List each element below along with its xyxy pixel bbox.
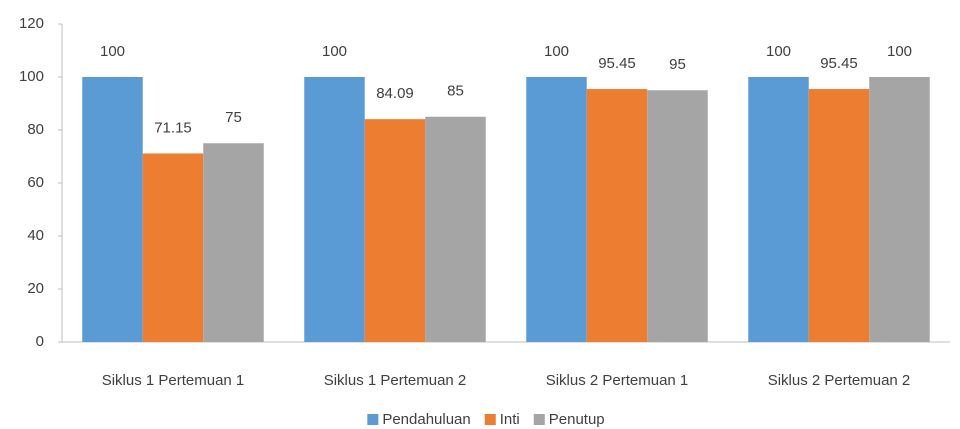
- bar: [82, 77, 143, 342]
- y-tick-label: 0: [36, 333, 44, 350]
- data-label: 95: [669, 56, 686, 73]
- bar: [869, 77, 930, 342]
- y-tick-label: 20: [27, 280, 44, 297]
- bar: [364, 119, 426, 342]
- legend-swatch: [367, 414, 379, 425]
- x-tick-label: Siklus 2 Pertemuan 2: [768, 372, 911, 389]
- bar: [808, 89, 870, 343]
- y-tick-label: 120: [19, 15, 44, 32]
- data-label: 95.45: [820, 55, 858, 72]
- bar: [647, 90, 708, 342]
- data-label: 85: [447, 83, 464, 100]
- bar: [526, 77, 587, 342]
- data-label: 100: [766, 43, 791, 60]
- legend-label: Penutup: [549, 411, 605, 428]
- legend-swatch: [533, 414, 545, 425]
- x-tick-label: Siklus 1 Pertemuan 1: [102, 372, 245, 389]
- bar: [586, 89, 648, 343]
- data-label: 84.09: [376, 85, 414, 102]
- legend-label: Pendahuluan: [382, 411, 470, 428]
- x-tick-label: Siklus 2 Pertemuan 1: [546, 372, 689, 389]
- legend-swatch: [484, 414, 496, 425]
- data-label: 100: [100, 43, 125, 60]
- x-tick-label: Siklus 1 Pertemuan 2: [324, 372, 467, 389]
- y-tick-label: 60: [27, 174, 44, 191]
- legend-label: Inti: [500, 411, 520, 428]
- bar: [425, 116, 486, 342]
- y-tick-label: 40: [27, 227, 44, 244]
- data-label: 95.45: [598, 55, 636, 72]
- data-label: 100: [887, 43, 912, 60]
- bar: [203, 143, 264, 342]
- bar: [142, 153, 204, 342]
- bar: [748, 77, 809, 342]
- data-label: 100: [322, 43, 347, 60]
- data-label: 75: [225, 109, 242, 126]
- data-label: 71.15: [154, 119, 192, 136]
- data-label: 100: [544, 43, 569, 60]
- y-tick-label: 100: [19, 68, 44, 85]
- bar: [304, 77, 365, 342]
- y-tick-label: 80: [27, 121, 44, 138]
